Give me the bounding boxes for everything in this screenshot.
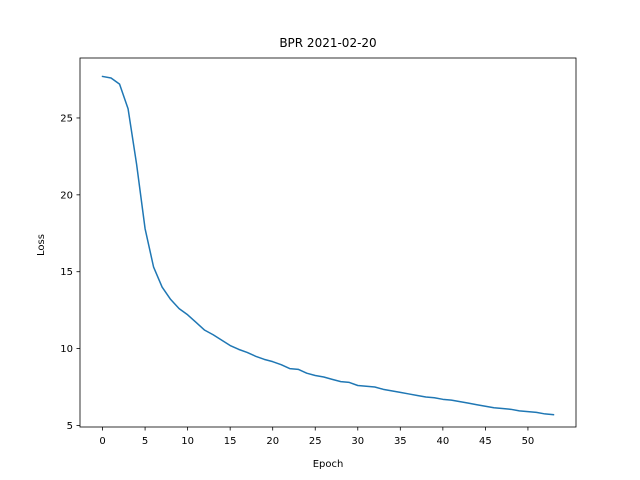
y-axis-ticks: 5 10 15 20 25 — [60, 113, 80, 432]
x-tick-label: 50 — [522, 436, 535, 447]
x-tick-label: 5 — [142, 436, 148, 447]
x-tick-label: 35 — [394, 436, 407, 447]
x-tick-label: 10 — [181, 436, 194, 447]
y-tick-label: 5 — [67, 421, 73, 432]
y-tick-label: 10 — [60, 344, 73, 355]
x-axis-label: Epoch — [313, 459, 344, 470]
x-tick-label: 30 — [351, 436, 364, 447]
x-tick-label: 25 — [309, 436, 322, 447]
x-tick-label: 20 — [266, 436, 279, 447]
x-tick-label: 40 — [436, 436, 449, 447]
chart-title: BPR 2021-02-20 — [279, 36, 376, 50]
y-axis-label: Loss — [36, 234, 47, 256]
y-tick-label: 20 — [60, 190, 73, 201]
loss-series-line — [101, 75, 555, 416]
x-tick-label: 45 — [479, 436, 492, 447]
plot-frame — [79, 57, 577, 428]
x-tick-label: 0 — [99, 436, 105, 447]
y-tick-label: 25 — [60, 113, 73, 124]
x-axis-ticks: 0 5 10 15 20 25 30 35 40 45 50 — [99, 427, 534, 447]
y-tick-label: 15 — [60, 267, 73, 278]
x-tick-label: 15 — [224, 436, 237, 447]
